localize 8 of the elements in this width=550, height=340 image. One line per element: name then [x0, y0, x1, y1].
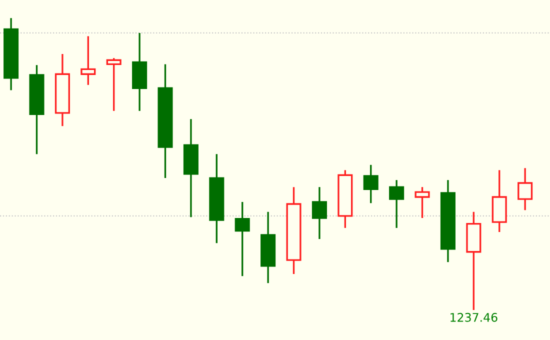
- candlestick: [234, 201, 250, 277]
- candlestick: [312, 186, 327, 240]
- candlestick: [414, 186, 430, 219]
- candlestick: [80, 35, 96, 86]
- candlestick: [518, 167, 533, 211]
- candlestick: [389, 179, 404, 229]
- text: 1237.46: [450, 312, 498, 322]
- candlestick: [363, 164, 378, 204]
